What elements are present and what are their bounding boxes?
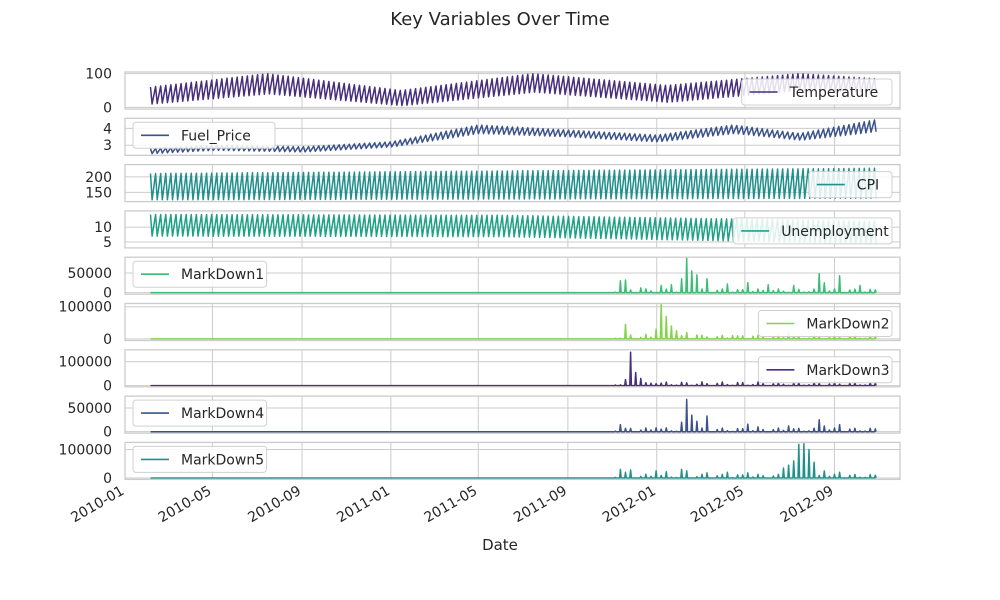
series-line-markdown1 (150, 257, 877, 294)
series-line-cpi (149, 167, 877, 201)
panel-markdown5: 0 100000 MarkDown5 (59, 441, 901, 487)
x-axis-label: Date (482, 536, 518, 554)
y-tick-label: 150 (85, 185, 112, 201)
x-tick-label: 2010-09 (245, 483, 304, 526)
y-tick-label: 100000 (59, 355, 112, 371)
legend-label: MarkDown5 (181, 452, 264, 468)
legend-label: CPI (857, 178, 879, 194)
x-tick-label: 2011-09 (511, 483, 570, 526)
legend-markdown4: MarkDown4 (132, 399, 268, 427)
x-tick-label: 2012-05 (688, 483, 747, 526)
y-tick-label: 50000 (67, 266, 112, 282)
y-tick-label: 0 (103, 100, 112, 116)
x-tick-label: 2012-01 (600, 483, 659, 526)
panel-markdown1: 0 50000 MarkDown1 (67, 256, 901, 302)
legend-box (132, 445, 268, 473)
y-tick-label: 0 (103, 425, 112, 441)
legend-label: Fuel_Price (181, 128, 251, 144)
panel-unemployment: 510 Unemployment (94, 210, 901, 251)
legend-fuel-price: Fuel_Price (132, 121, 276, 149)
y-tick-label: 0 (103, 286, 112, 302)
legend-box (132, 121, 276, 149)
legend-cpi: CPI (808, 171, 893, 199)
panel-markdown2: 0 100000 MarkDown2 (59, 300, 901, 348)
y-tick-label: 3 (103, 138, 112, 154)
y-tick-label: 100000 (59, 300, 112, 316)
legend-temperature: Temperature (741, 78, 893, 106)
legend-box (757, 356, 893, 384)
panel-temperature: 0 100 Temperature (85, 67, 901, 116)
y-tick-label: 200 (85, 170, 112, 186)
series-line-markdown3 (150, 351, 877, 387)
x-tick-label: 2011-05 (422, 483, 481, 526)
legend-box (132, 399, 268, 427)
panel-frame (124, 210, 901, 249)
y-tick-label: 100 (85, 67, 112, 83)
legend-label: Temperature (789, 85, 879, 101)
legend-markdown3: MarkDown3 (757, 356, 893, 384)
legend-markdown1: MarkDown1 (132, 260, 268, 288)
legend-box (808, 171, 893, 199)
y-tick-label: 5 (103, 235, 112, 251)
legend-label: Unemployment (781, 224, 889, 240)
panel-frame (124, 395, 901, 434)
legend-box (741, 78, 893, 106)
x-tick-label: 2011-01 (334, 483, 393, 526)
panel-frame (124, 349, 901, 388)
legend-unemployment: Unemployment (732, 217, 893, 245)
panel-frame (124, 117, 901, 156)
panel-frame (124, 256, 901, 295)
panel-markdown4: 0 50000 MarkDown4 (67, 395, 901, 441)
legend-box (757, 310, 893, 337)
series-line-markdown2 (150, 302, 877, 340)
panel-frame (124, 441, 901, 481)
y-tick-label: 0 (103, 379, 112, 395)
chart-title: Key Variables Over Time (390, 9, 610, 30)
legend-label: MarkDown2 (806, 317, 889, 333)
x-tick-label: 2010-05 (156, 483, 215, 526)
legend-box (732, 217, 893, 245)
y-tick-label: 10 (94, 220, 112, 236)
y-tick-label: 50000 (67, 401, 112, 417)
series-line-markdown4 (150, 398, 877, 433)
legend-box (132, 260, 268, 288)
panel-frame (124, 71, 901, 110)
y-tick-label: 0 (103, 471, 112, 487)
panel-frame (124, 163, 901, 203)
legend-markdown2: MarkDown2 (757, 310, 893, 337)
panel-frame (124, 302, 901, 342)
legend-label: MarkDown1 (181, 267, 264, 283)
panel-fuel-price: 34 Fuel_Price (103, 117, 901, 156)
y-tick-label: 100000 (59, 443, 112, 459)
y-tick-label: 0 (103, 332, 112, 348)
panel-markdown3: 0 100000 MarkDown3 (59, 349, 901, 395)
series-line-markdown5 (150, 443, 877, 479)
y-tick-label: 4 (103, 121, 112, 137)
legend-label: MarkDown3 (806, 363, 889, 379)
legend-label: MarkDown4 (181, 406, 264, 422)
legend-markdown5: MarkDown5 (132, 445, 268, 473)
x-tick-label: 2012-09 (778, 483, 837, 526)
x-tick-label: 2010-01 (68, 483, 127, 526)
